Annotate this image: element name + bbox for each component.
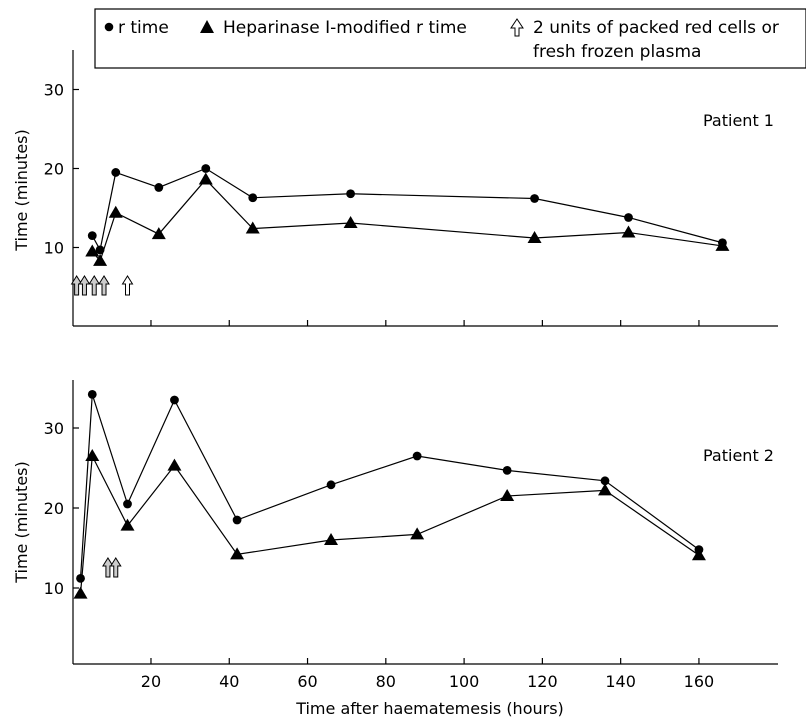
series-lines-patient-1 (91, 167, 723, 263)
point-r-time (326, 480, 336, 490)
transfusion-arrow-icon (98, 275, 110, 296)
x-tick-label-160: 160 (684, 672, 715, 691)
point-r-time (123, 499, 132, 509)
point-r-time (346, 189, 355, 199)
legend-circle-marker (104, 22, 114, 32)
point-heparinase (715, 238, 730, 251)
point-r-time (111, 168, 121, 177)
point-heparinase (108, 205, 123, 218)
y-tick-label-10: 10 (44, 239, 64, 258)
transfusion-arrows-patient-1 (70, 275, 134, 296)
x-tick-label-140: 140 (605, 672, 636, 691)
y-axis-label-patient-1: Time (minutes) (12, 129, 31, 252)
transfusion-arrow-icon (109, 557, 122, 578)
x-tick-label-80: 80 (376, 672, 396, 691)
point-r-time (600, 476, 610, 486)
point-heparinase (120, 518, 135, 531)
markers-patient-2 (73, 390, 706, 599)
x-tick-label-100: 100 (449, 672, 480, 691)
point-r-time (248, 193, 258, 203)
legend-label-transfusion-line1: 2 units of packed red cells or (533, 18, 779, 38)
transfusion-arrow-icon (121, 275, 134, 296)
transfusion-arrows-patient-2 (102, 557, 122, 578)
point-heparinase (621, 225, 636, 238)
point-heparinase (324, 533, 339, 545)
point-heparinase (151, 227, 166, 240)
point-r-time (170, 395, 179, 405)
x-tick-label-20: 20 (141, 672, 161, 691)
point-heparinase (85, 244, 100, 257)
point-heparinase (93, 253, 108, 266)
ticks-patient-1: 10 20 30 (44, 81, 700, 326)
legend-triangle-marker (200, 20, 214, 33)
legend-box (94, 8, 806, 69)
ticks-patient-2: 10 20 30 20 40 60 80 100 120 140 160 (44, 419, 715, 691)
y-tick-label-20: 20 (44, 160, 64, 179)
point-heparinase (198, 172, 213, 185)
point-heparinase (500, 489, 515, 501)
point-r-time (87, 231, 97, 241)
transfusion-arrow-icon (78, 275, 91, 296)
x-tick-label-120: 120 (527, 672, 558, 691)
transfusion-arrow-icon (88, 275, 101, 296)
series-line-r-time (79, 394, 700, 579)
x-tick-label-40: 40 (219, 672, 239, 691)
annotation-patient-2: Patient 2 (703, 446, 774, 465)
panel-patient-1: Time (minutes) Patient 1 10 20 30 (12, 50, 778, 327)
point-r-time (624, 213, 633, 222)
point-heparinase (230, 547, 245, 560)
legend-label-transfusion-line2: fresh frozen plasma (533, 42, 701, 62)
legend: r time Heparinase I-modified r time 2 un… (94, 8, 806, 69)
series-line-r-time (91, 167, 723, 252)
point-r-time (412, 451, 422, 461)
point-heparinase (691, 548, 706, 561)
point-r-time (530, 194, 539, 203)
transfusion-arrow-icon (102, 557, 114, 578)
point-r-time (154, 183, 164, 192)
x-tick-label-60: 60 (297, 672, 317, 691)
legend-label-r-time: r time (118, 18, 169, 38)
point-r-time (201, 164, 211, 173)
point-heparinase (598, 483, 613, 496)
point-r-time (95, 245, 105, 255)
series-line-heparinase (91, 178, 723, 263)
point-r-time (87, 390, 97, 399)
series-lines-patient-2 (79, 394, 700, 594)
y-tick-label-10: 10 (44, 579, 64, 598)
point-heparinase (167, 458, 182, 471)
y-tick-label-30: 30 (44, 419, 64, 438)
y-tick-label-20: 20 (44, 499, 64, 518)
annotation-patient-1: Patient 1 (703, 111, 774, 130)
y-tick-label-30: 30 (44, 81, 64, 100)
point-r-time (76, 574, 85, 583)
point-heparinase (245, 221, 260, 234)
point-r-time (232, 515, 242, 525)
y-axis-label-patient-2: Time (minutes) (12, 461, 31, 584)
x-axis-label: Time after haematemesis (hours) (295, 699, 564, 718)
legend-arrow-icon (510, 18, 524, 37)
point-heparinase (527, 231, 542, 244)
point-heparinase (410, 527, 425, 540)
markers-patient-1 (85, 164, 730, 266)
point-heparinase (85, 449, 100, 461)
point-heparinase (73, 586, 88, 599)
point-r-time (502, 466, 512, 475)
series-line-heparinase (79, 453, 700, 594)
legend-label-heparinase: Heparinase I-modified r time (223, 18, 467, 38)
point-heparinase (343, 216, 358, 229)
